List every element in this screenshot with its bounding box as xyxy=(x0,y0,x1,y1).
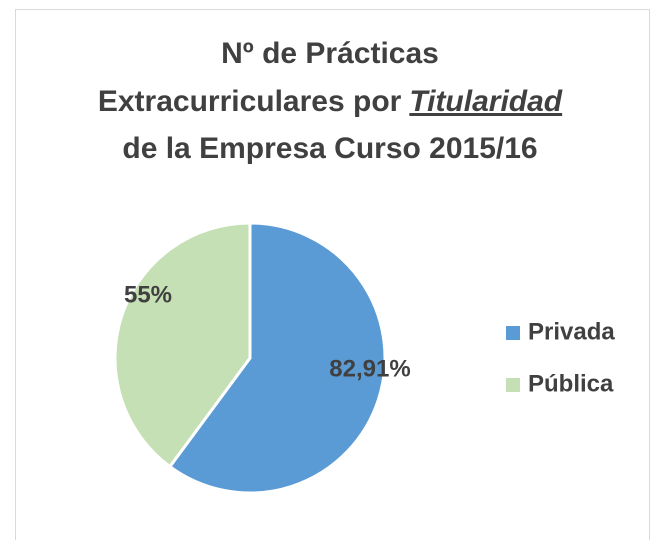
legend-swatch xyxy=(506,326,520,340)
legend-label: Privada xyxy=(528,318,615,345)
chart-title: Extracurriculares por xyxy=(98,85,402,118)
data-label: 82,91% xyxy=(329,355,410,382)
legend-label: Pública xyxy=(528,370,614,397)
data-label: 55% xyxy=(124,281,172,308)
chart-title: Nº de Prácticas xyxy=(221,37,439,70)
pie-slice xyxy=(113,221,252,469)
legend-swatch xyxy=(506,378,520,392)
chart-title: de la Empresa Curso 2015/16 xyxy=(122,132,537,165)
chart-title-emphasis: Titularidad xyxy=(409,85,562,118)
chart-title: Extracurriculares por Titularidad xyxy=(98,85,563,118)
pie-slice xyxy=(167,221,387,495)
